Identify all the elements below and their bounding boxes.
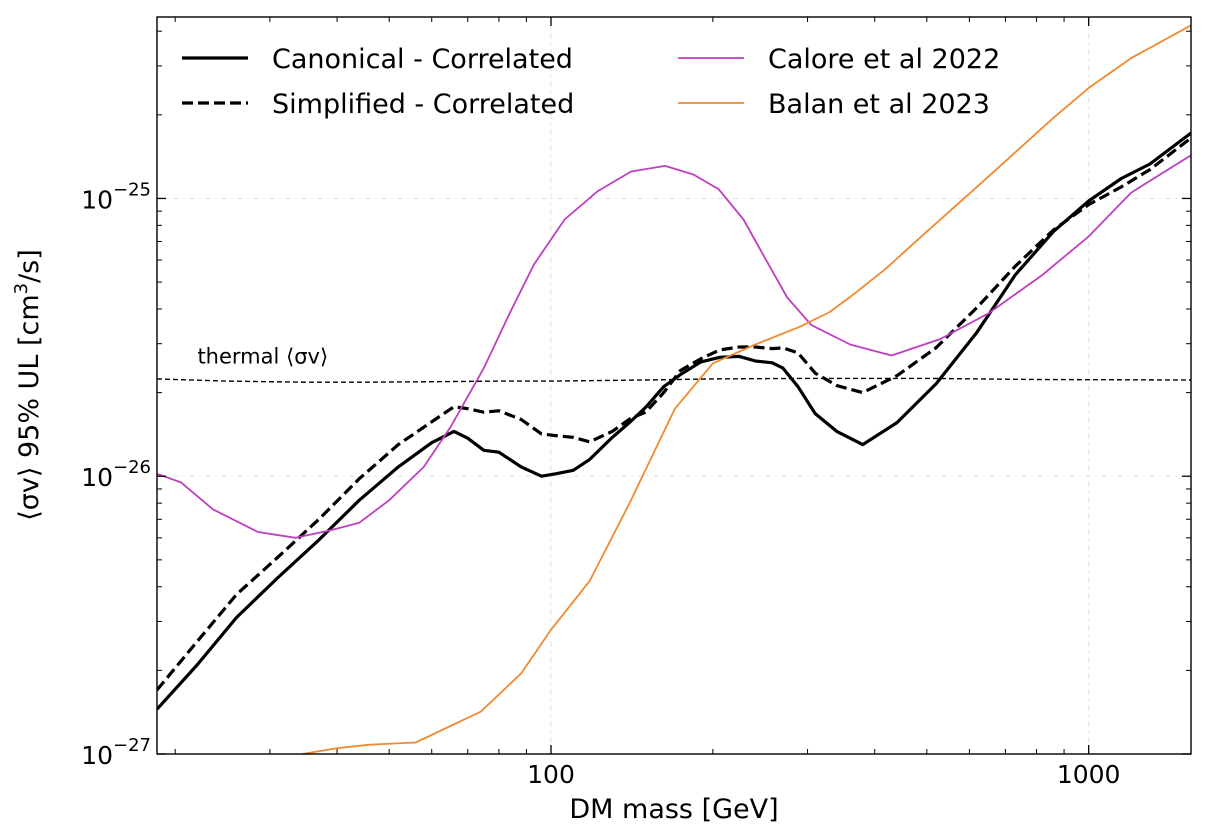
legend-label: Simplified - Correlated <box>272 89 574 120</box>
legend-label: Canonical - Correlated <box>272 44 573 75</box>
series-line-2 <box>157 154 1191 539</box>
series-line-1 <box>157 136 1191 692</box>
grid <box>157 17 1191 755</box>
y-tick-label: 10−26 <box>81 457 151 492</box>
legend: Canonical - Correlated Simplified - Corre… <box>182 44 1000 120</box>
legend-label: Calore et al 2022 <box>768 44 1000 75</box>
x-tick-label: 1000 <box>1057 760 1121 789</box>
plot-area <box>157 24 1191 754</box>
annotations: thermal ⟨σv⟩ <box>197 344 328 368</box>
series-line-4 <box>157 377 1191 383</box>
legend-entry: Simplified - Correlated <box>182 89 574 120</box>
series-line-0 <box>157 131 1191 711</box>
x-axis-label: DM mass [GeV] <box>569 794 778 825</box>
legend-label: Balan et al 2023 <box>768 89 990 120</box>
legend-entry: Canonical - Correlated <box>182 44 573 75</box>
axis-ticks: 100 1000 10−27 10−26 10−25 <box>81 17 1191 789</box>
series-line-3 <box>302 24 1191 754</box>
legend-entry: Balan et al 2023 <box>678 89 990 120</box>
annotation-text: thermal ⟨σv⟩ <box>197 344 328 368</box>
x-tick-label: 100 <box>527 760 575 789</box>
legend-entry: Calore et al 2022 <box>678 44 1000 75</box>
y-tick-label: 10−27 <box>81 735 151 770</box>
plot-frame <box>156 16 1192 755</box>
y-tick-label: 10−25 <box>81 179 151 214</box>
y-axis-label: ⟨σv⟩ 95% UL [cm3/s] <box>11 249 45 521</box>
